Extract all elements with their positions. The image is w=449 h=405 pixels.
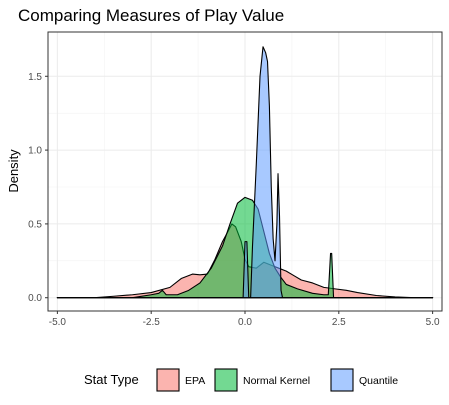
- y-tick-label: 0.5: [28, 219, 42, 230]
- x-tick-label: -5.0: [49, 317, 67, 328]
- x-tick-label: 5.0: [426, 317, 440, 328]
- density-area-quantile: [56, 46, 434, 299]
- y-tick-label: 0.0: [28, 293, 42, 304]
- legend-label: Quantile: [359, 375, 398, 387]
- y-axis-label: Density: [6, 149, 21, 193]
- density-areas: [56, 46, 434, 299]
- y-axis-ticks: 0.0 0.5 1.0 1.5: [28, 72, 48, 304]
- legend-key-quantile: [330, 368, 354, 392]
- legend-key-epa: [156, 368, 180, 392]
- x-axis-ticks: -5.0 -2.5 0.0 2.5 5.0: [49, 311, 440, 328]
- x-tick-label: -2.5: [143, 317, 161, 328]
- legend-title: Stat Type: [84, 372, 139, 387]
- legend-label: EPA: [185, 375, 205, 387]
- x-tick-label: 2.5: [332, 317, 346, 328]
- legend-key-normal-kernel: [214, 368, 238, 392]
- legend-label: Normal Kernel: [243, 375, 310, 387]
- y-tick-label: 1.5: [28, 72, 42, 83]
- x-tick-label: 0.0: [238, 317, 252, 328]
- y-tick-label: 1.0: [28, 146, 42, 157]
- legend: Stat Type EPA Normal Kernel Quantile: [84, 368, 398, 392]
- chart-title: Comparing Measures of Play Value: [18, 6, 284, 25]
